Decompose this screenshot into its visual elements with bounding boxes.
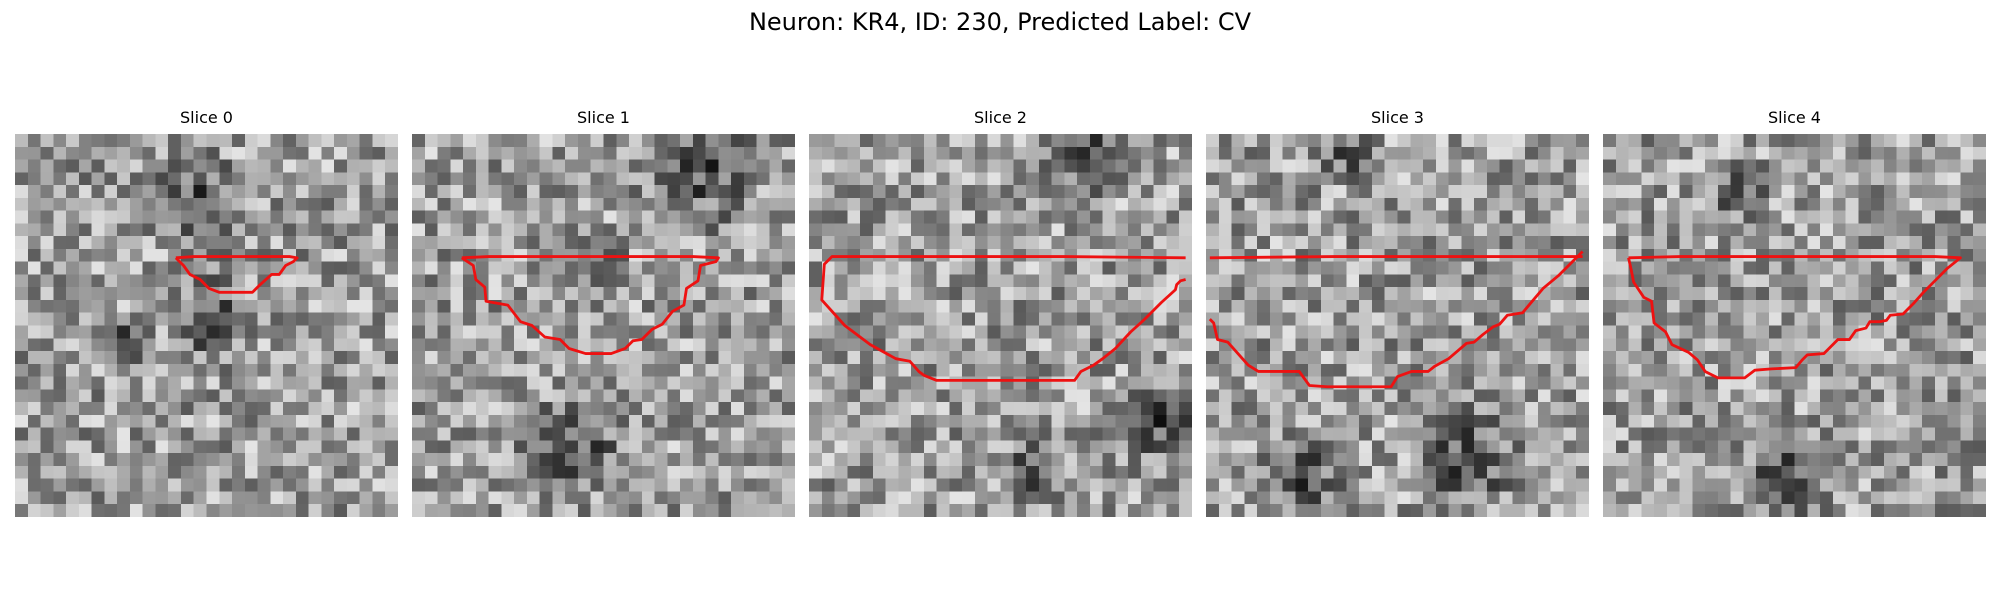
slice-image [809, 134, 1192, 517]
slice-panel-3: Slice 3 [1206, 108, 1589, 517]
slice-image [15, 134, 398, 517]
pixel-grid [412, 134, 795, 517]
slice-title: Slice 1 [577, 108, 630, 127]
slice-title: Slice 2 [974, 108, 1027, 127]
contour-line [174, 255, 299, 294]
slice-panel-1: Slice 1 [412, 108, 795, 517]
slice-panel-0: Slice 0 [15, 108, 398, 517]
slice-panel-4: Slice 4 [1603, 108, 1986, 517]
contour-line [461, 255, 720, 355]
slice-title: Slice 3 [1371, 108, 1424, 127]
slice-panel-2: Slice 2 [809, 108, 1192, 517]
contour-line [1209, 255, 1583, 260]
slice-title: Slice 0 [180, 108, 233, 127]
figure-title: Neuron: KR4, ID: 230, Predicted Label: C… [748, 8, 1252, 36]
contour-line [1208, 250, 1584, 389]
slice-title: Slice 4 [1768, 108, 1821, 127]
contour-line [820, 255, 1186, 382]
pixel-grid [1206, 134, 1589, 517]
pixel-grid [1603, 134, 1986, 517]
pixel-grid [809, 134, 1192, 517]
slice-image [1206, 134, 1589, 517]
contour-line [1627, 255, 1962, 380]
pixel-grid [15, 134, 398, 517]
slice-image [1603, 134, 1986, 517]
slice-image [412, 134, 795, 517]
